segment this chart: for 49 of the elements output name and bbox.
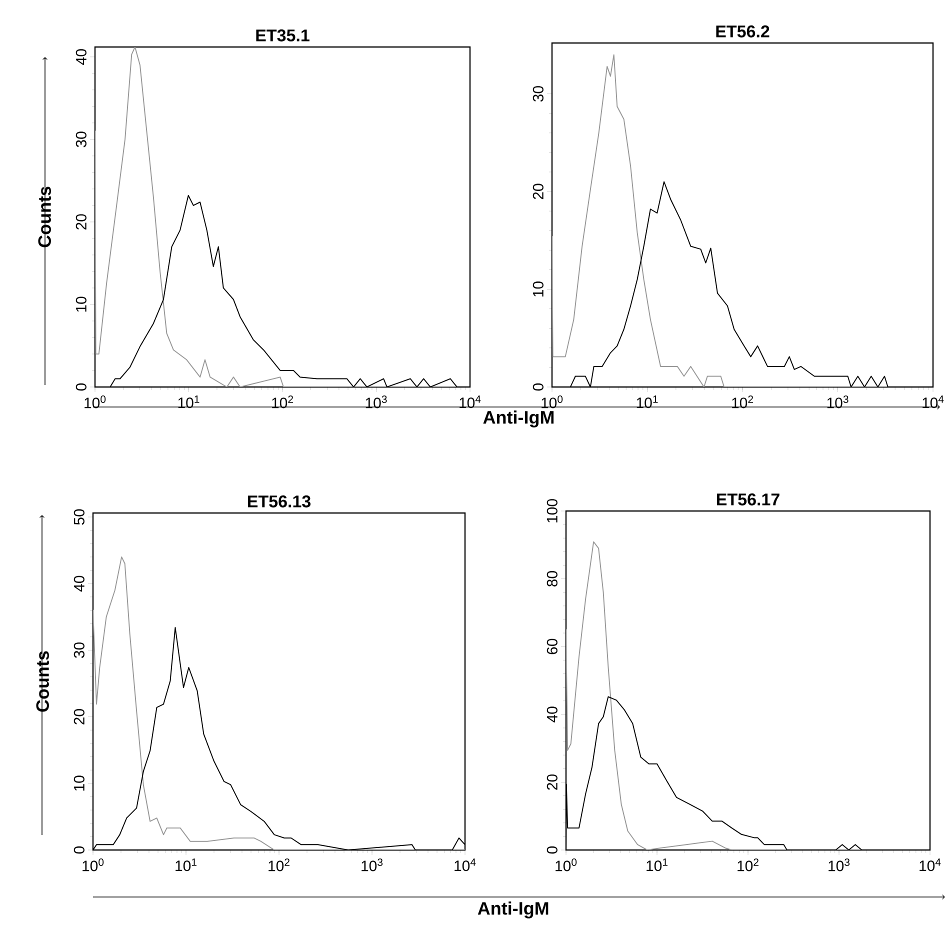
y-tick-label: 0 xyxy=(532,383,544,391)
x-axis-title: Anti-IgM xyxy=(478,902,548,918)
x-tick-label: 10$^{2}$ xyxy=(732,396,753,408)
y-tick-label: 20 xyxy=(546,774,558,790)
chart-title: ET56.17 xyxy=(717,493,780,506)
x-tick-label: 10$^{3}$ xyxy=(827,396,848,408)
chart-title: ET35.1 xyxy=(256,29,310,42)
y-axis-title: Counts xyxy=(36,651,49,712)
y-tick-label: 10 xyxy=(74,776,84,791)
x-tick-label: 10$^{4}$ xyxy=(920,858,941,872)
x-tick-label: 10$^{1}$ xyxy=(646,858,668,872)
y-tick-label: 20 xyxy=(532,184,544,200)
x-tick-label: 10$^{2}$ xyxy=(268,858,290,872)
x-tick-label: 10$^{0}$ xyxy=(84,396,106,408)
y-tick-label: 60 xyxy=(546,638,558,654)
x-tick-label: 10$^{4}$ xyxy=(922,396,944,408)
y-tick-label: 30 xyxy=(532,86,544,102)
x-tick-label: 10$^{3}$ xyxy=(366,396,387,408)
y-tick-label: 40 xyxy=(546,706,558,722)
x-tick-label: 10$^{1}$ xyxy=(636,396,658,408)
x-tick-label: 10$^{4}$ xyxy=(454,858,476,872)
y-tick-label: 0 xyxy=(76,383,86,391)
x-tick-label: 10$^{3}$ xyxy=(362,858,383,872)
x-tick-label: 10$^{2}$ xyxy=(272,396,293,408)
y-tick-label: 10 xyxy=(76,296,86,312)
chart-title: ET56.13 xyxy=(248,495,311,508)
y-tick-label: 40 xyxy=(74,576,84,592)
x-tick-label: 10$^{0}$ xyxy=(82,858,104,872)
x-tick-label: 10$^{0}$ xyxy=(542,396,563,408)
y-tick-label: 20 xyxy=(74,709,84,724)
x-tick-label: 10$^{2}$ xyxy=(738,858,758,872)
y-tick-label: 10 xyxy=(532,282,544,296)
y-tick-label: 20 xyxy=(76,214,86,230)
y-tick-label: 30 xyxy=(74,642,84,658)
y-tick-label: 40 xyxy=(76,49,86,65)
y-tick-label: 0 xyxy=(546,846,558,854)
y-tick-label: 100 xyxy=(546,499,558,522)
x-tick-label: 10$^{4}$ xyxy=(460,396,481,408)
x-tick-label: 10$^{0}$ xyxy=(556,858,577,872)
y-tick-label: 80 xyxy=(546,571,558,586)
x-axis-title: Anti-IgM xyxy=(483,410,554,428)
chart-title: ET56.2 xyxy=(716,25,770,38)
y-axis-title: Counts xyxy=(38,186,51,248)
x-tick-label: 10$^{3}$ xyxy=(828,858,850,872)
y-tick-label: 0 xyxy=(74,846,84,854)
y-tick-label: 30 xyxy=(76,132,86,148)
x-tick-label: 10$^{1}$ xyxy=(176,858,196,872)
y-tick-label: 50 xyxy=(74,509,84,525)
x-tick-label: 10$^{1}$ xyxy=(178,396,200,408)
